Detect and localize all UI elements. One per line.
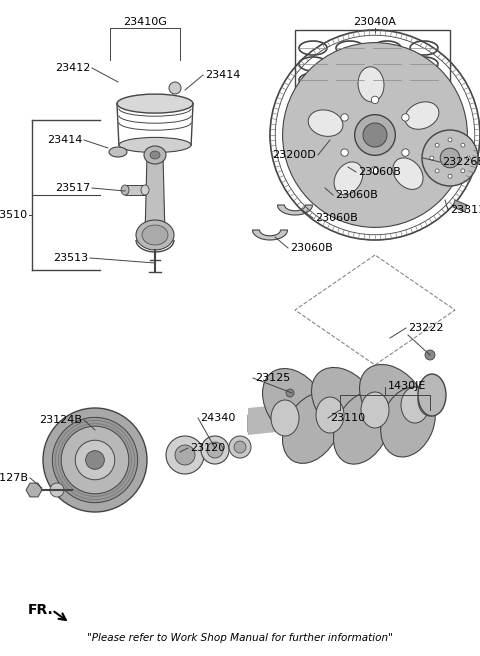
Text: "Please refer to Work Shop Manual for further information": "Please refer to Work Shop Manual for fu… bbox=[87, 633, 393, 643]
Ellipse shape bbox=[316, 397, 344, 433]
Text: 24340: 24340 bbox=[200, 413, 235, 423]
Ellipse shape bbox=[119, 137, 191, 153]
Text: 23110: 23110 bbox=[330, 413, 365, 423]
Circle shape bbox=[461, 169, 465, 173]
Text: 23517: 23517 bbox=[55, 183, 90, 193]
Text: 23222: 23222 bbox=[408, 323, 444, 333]
Ellipse shape bbox=[142, 225, 168, 245]
Text: 1430JE: 1430JE bbox=[388, 381, 426, 391]
Circle shape bbox=[435, 169, 439, 173]
Ellipse shape bbox=[175, 445, 195, 465]
Text: 23412: 23412 bbox=[55, 63, 90, 73]
Polygon shape bbox=[248, 390, 435, 435]
Circle shape bbox=[341, 149, 348, 156]
Text: 23226B: 23226B bbox=[442, 157, 480, 167]
Circle shape bbox=[363, 123, 387, 147]
Ellipse shape bbox=[358, 67, 384, 102]
Circle shape bbox=[448, 174, 452, 178]
Circle shape bbox=[440, 148, 460, 168]
Text: 23414: 23414 bbox=[47, 135, 82, 145]
Ellipse shape bbox=[283, 393, 341, 463]
Ellipse shape bbox=[263, 369, 327, 441]
Ellipse shape bbox=[121, 185, 129, 195]
Ellipse shape bbox=[144, 146, 166, 164]
Ellipse shape bbox=[229, 436, 251, 458]
Ellipse shape bbox=[166, 436, 204, 474]
Text: 23060B: 23060B bbox=[315, 213, 358, 223]
Ellipse shape bbox=[361, 392, 389, 428]
Ellipse shape bbox=[418, 384, 442, 416]
Polygon shape bbox=[302, 185, 337, 195]
Text: 23040A: 23040A bbox=[354, 17, 396, 27]
Polygon shape bbox=[145, 155, 165, 235]
Ellipse shape bbox=[117, 94, 193, 113]
Ellipse shape bbox=[150, 151, 160, 159]
Circle shape bbox=[448, 138, 452, 142]
Ellipse shape bbox=[401, 387, 429, 423]
Text: 23125: 23125 bbox=[255, 373, 290, 383]
Circle shape bbox=[52, 417, 138, 502]
Circle shape bbox=[402, 113, 409, 121]
Circle shape bbox=[355, 115, 396, 155]
Ellipse shape bbox=[136, 220, 174, 250]
Polygon shape bbox=[26, 483, 42, 497]
Circle shape bbox=[75, 440, 115, 480]
Text: 23200D: 23200D bbox=[272, 150, 316, 160]
Circle shape bbox=[283, 43, 468, 228]
Text: 23513: 23513 bbox=[53, 253, 88, 263]
Circle shape bbox=[169, 82, 181, 94]
Ellipse shape bbox=[141, 185, 149, 195]
Text: 23060B: 23060B bbox=[358, 167, 401, 177]
Circle shape bbox=[425, 350, 435, 360]
Ellipse shape bbox=[201, 436, 229, 464]
Text: 23060B: 23060B bbox=[335, 190, 378, 200]
Ellipse shape bbox=[312, 367, 379, 439]
Ellipse shape bbox=[405, 102, 439, 129]
Polygon shape bbox=[277, 205, 312, 215]
Circle shape bbox=[430, 156, 434, 160]
Polygon shape bbox=[248, 408, 275, 432]
Text: 23414: 23414 bbox=[205, 70, 240, 80]
Ellipse shape bbox=[109, 147, 127, 157]
Text: 23127B: 23127B bbox=[0, 473, 28, 483]
Polygon shape bbox=[125, 185, 145, 195]
Text: 23060B: 23060B bbox=[290, 243, 333, 253]
Ellipse shape bbox=[271, 400, 299, 436]
Circle shape bbox=[43, 408, 147, 512]
Circle shape bbox=[422, 130, 478, 186]
Text: 23120: 23120 bbox=[190, 443, 225, 453]
Text: 23510: 23510 bbox=[0, 210, 27, 220]
Ellipse shape bbox=[207, 442, 223, 458]
Circle shape bbox=[435, 143, 439, 147]
Ellipse shape bbox=[360, 365, 427, 436]
Ellipse shape bbox=[334, 162, 363, 195]
Circle shape bbox=[466, 156, 470, 160]
Ellipse shape bbox=[381, 387, 435, 457]
Polygon shape bbox=[252, 230, 288, 240]
Circle shape bbox=[286, 389, 294, 397]
Text: 23124B: 23124B bbox=[39, 415, 82, 425]
Circle shape bbox=[85, 451, 104, 469]
Circle shape bbox=[341, 113, 348, 121]
Bar bbox=[295, 30, 450, 95]
Circle shape bbox=[61, 426, 129, 494]
Circle shape bbox=[461, 143, 465, 147]
Ellipse shape bbox=[393, 158, 423, 190]
Polygon shape bbox=[327, 165, 362, 175]
Ellipse shape bbox=[418, 374, 446, 416]
Text: 23410G: 23410G bbox=[123, 17, 167, 27]
Polygon shape bbox=[453, 200, 467, 212]
Circle shape bbox=[50, 483, 64, 497]
Circle shape bbox=[372, 167, 379, 174]
Circle shape bbox=[372, 96, 379, 104]
Text: 23311A: 23311A bbox=[450, 205, 480, 215]
Ellipse shape bbox=[308, 110, 343, 136]
Circle shape bbox=[402, 149, 409, 156]
Ellipse shape bbox=[334, 392, 391, 464]
Ellipse shape bbox=[234, 441, 246, 453]
Text: FR.: FR. bbox=[28, 603, 54, 617]
